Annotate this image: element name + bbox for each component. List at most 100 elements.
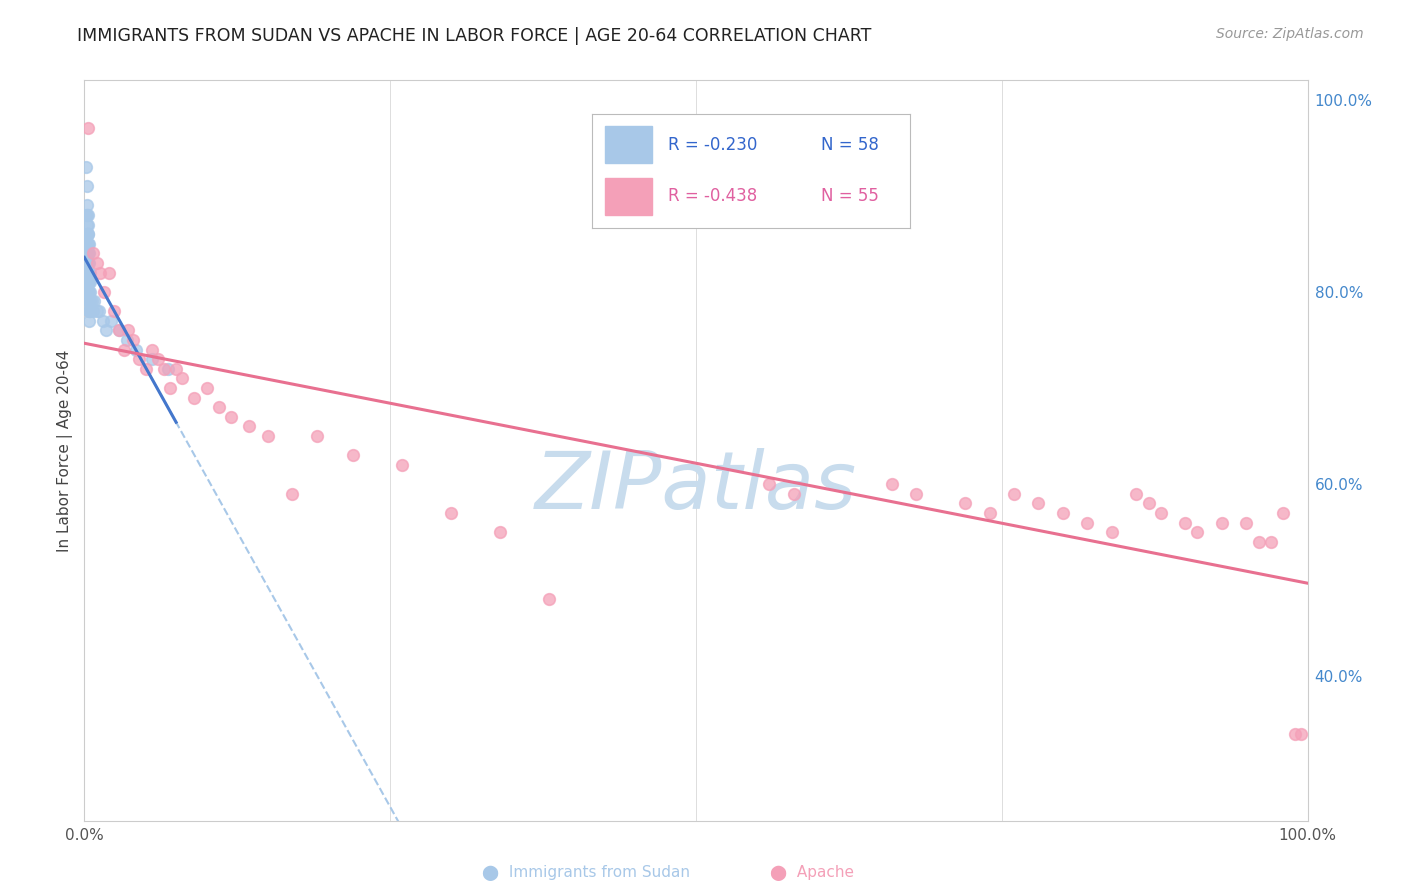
Point [77,266,100,280]
Point [76,198,98,212]
Point [342,448,364,462]
Point [77,275,100,289]
Point [195,381,218,395]
Point [76,179,98,194]
Point [75,227,97,241]
Point [83,294,105,309]
Point [82,246,104,260]
Point [77,294,100,309]
Point [1174,516,1197,530]
Point [100,313,122,327]
Point [219,409,242,424]
Point [77,294,100,309]
Point [77,266,100,280]
Point [77,304,100,318]
Point [87,304,110,318]
Point [86,304,108,318]
Point [77,266,100,280]
Point [97,266,120,280]
Point [880,477,903,491]
Point [75,246,97,260]
Point [77,236,100,251]
Point [79,304,101,318]
Point [1002,487,1025,501]
Point [156,361,179,376]
Point [76,218,98,232]
Point [1028,496,1050,510]
Point [538,592,561,607]
Point [758,477,780,491]
Point [77,304,100,318]
Point [281,487,304,501]
Point [77,313,100,327]
Point [86,256,108,270]
Text: ZIPatlas: ZIPatlas [534,449,858,526]
Point [1247,534,1270,549]
Point [257,429,280,443]
Point [165,361,187,376]
Point [77,285,100,299]
Point [440,506,463,520]
Point [1052,506,1074,520]
Point [77,246,100,260]
Point [1236,516,1258,530]
Point [115,333,138,347]
Point [77,208,100,222]
Point [208,400,231,414]
Point [77,275,100,289]
Point [77,285,100,299]
Point [112,343,135,357]
Point [89,266,111,280]
Point [953,496,976,510]
Point [77,121,100,136]
Point [103,304,125,318]
Point [1137,496,1160,510]
Point [80,294,103,309]
Point [77,227,100,241]
Point [1284,727,1306,741]
Text: IMMIGRANTS FROM SUDAN VS APACHE IN LABOR FORCE | AGE 20-64 CORRELATION CHART: IMMIGRANTS FROM SUDAN VS APACHE IN LABOR… [77,27,872,45]
Point [77,285,100,299]
Point [107,323,129,337]
Point [159,381,181,395]
Point [391,458,413,472]
Point [172,371,194,385]
Point [1125,487,1147,501]
Point [1211,516,1233,530]
Point [75,208,97,222]
Point [1272,506,1295,520]
Point [77,227,100,241]
Point [76,236,98,251]
Point [1076,516,1098,530]
Point [1187,525,1209,540]
Point [1150,506,1173,520]
Point [79,275,101,289]
Text: ⬤  Immigrants from Sudan: ⬤ Immigrants from Sudan [482,865,690,881]
Point [489,525,512,540]
Point [91,313,114,327]
Point [77,218,100,232]
Point [77,246,100,260]
Point [76,208,98,222]
Point [77,256,100,270]
Point [77,256,100,270]
Y-axis label: In Labor Force | Age 20-64: In Labor Force | Age 20-64 [58,350,73,551]
Point [783,487,806,501]
Point [75,160,97,174]
Point [1101,525,1123,540]
Point [77,246,100,260]
Point [122,333,145,347]
Point [107,323,129,337]
Point [1291,727,1313,741]
Point [76,227,98,241]
Point [77,256,100,270]
Point [141,343,163,357]
Point [93,285,115,299]
Text: Source: ZipAtlas.com: Source: ZipAtlas.com [1216,27,1364,41]
Point [238,419,260,434]
Point [1260,534,1282,549]
Point [979,506,1001,520]
Point [135,361,157,376]
Point [79,266,101,280]
Point [125,343,148,357]
